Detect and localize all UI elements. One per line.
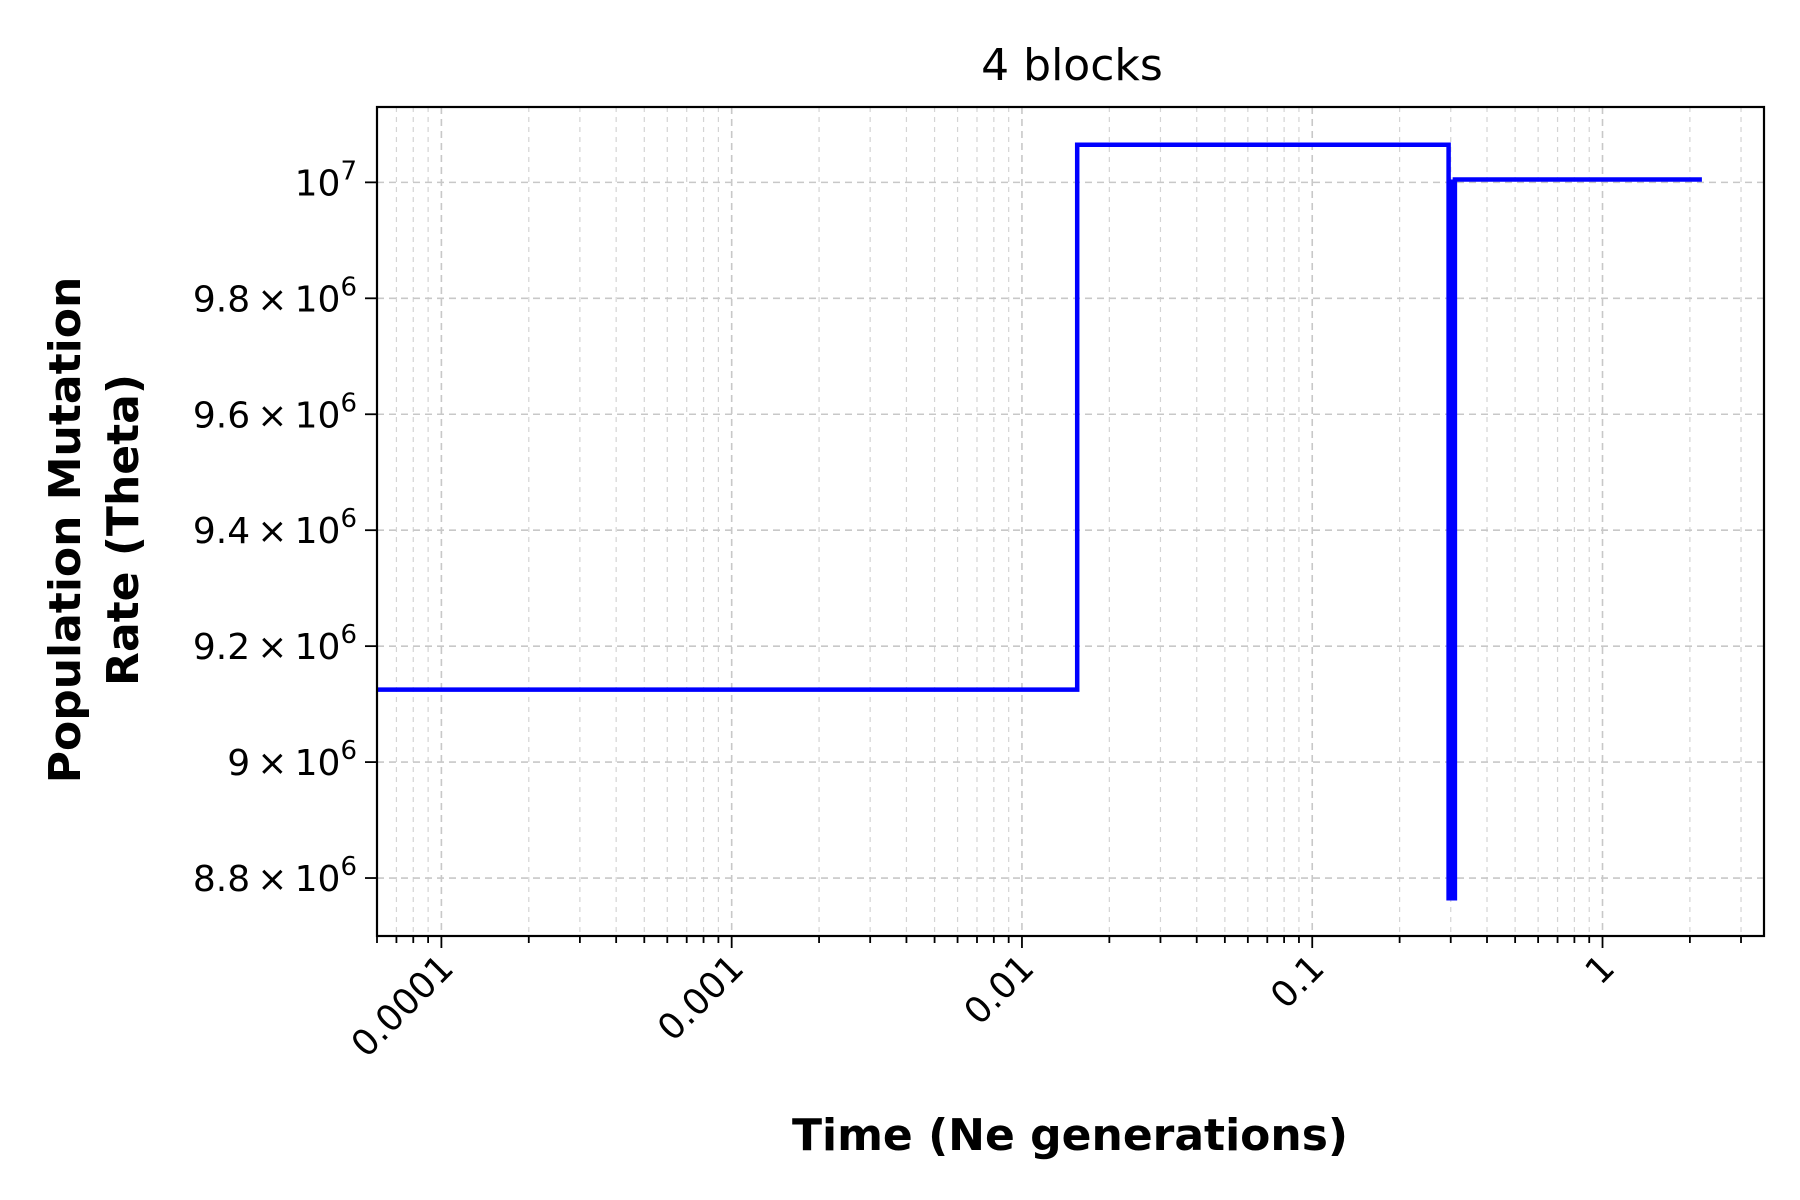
series-line — [377, 142, 1702, 901]
x-tick-label: 1 — [1578, 947, 1623, 992]
y-axis-label-line1: Population Mutation — [40, 277, 91, 784]
x-tick-label: 0.001 — [650, 947, 752, 1049]
y-axis-label-line2: Rate (Theta) — [98, 374, 149, 686]
series-drop-band — [1448, 179, 1455, 899]
y-tick-label: 9.8 × 106 — [193, 272, 357, 320]
x-tick-label: 0.0001 — [344, 947, 462, 1065]
y-tick-label: 107 — [295, 156, 357, 204]
grid — [376, 107, 1764, 936]
y-axis-label: Population Mutation Rate (Theta) — [40, 277, 149, 784]
x-tick-label: 0.01 — [957, 947, 1043, 1033]
x-axis-label: Time (Ne generations) — [792, 1110, 1348, 1161]
series-layer — [377, 142, 1702, 901]
y-tick-label: 8.8 × 106 — [193, 852, 357, 900]
chart-title: 4 blocks — [981, 40, 1163, 91]
y-tick-label: 9.4 × 106 — [193, 504, 357, 552]
plot-frame — [375, 105, 1766, 938]
y-tick-label: 9.6 × 106 — [193, 388, 357, 436]
y-tick-label: 9 × 106 — [227, 736, 357, 784]
x-tick-label: 0.1 — [1263, 947, 1332, 1016]
ticks — [365, 181, 1742, 948]
tick-labels: 0.0001 0.001 0.01 0.1 1 8.8 × 106 9 × 106 9.2 ×… — [193, 156, 1623, 1065]
y-tick-label: 9.2 × 106 — [193, 620, 357, 668]
